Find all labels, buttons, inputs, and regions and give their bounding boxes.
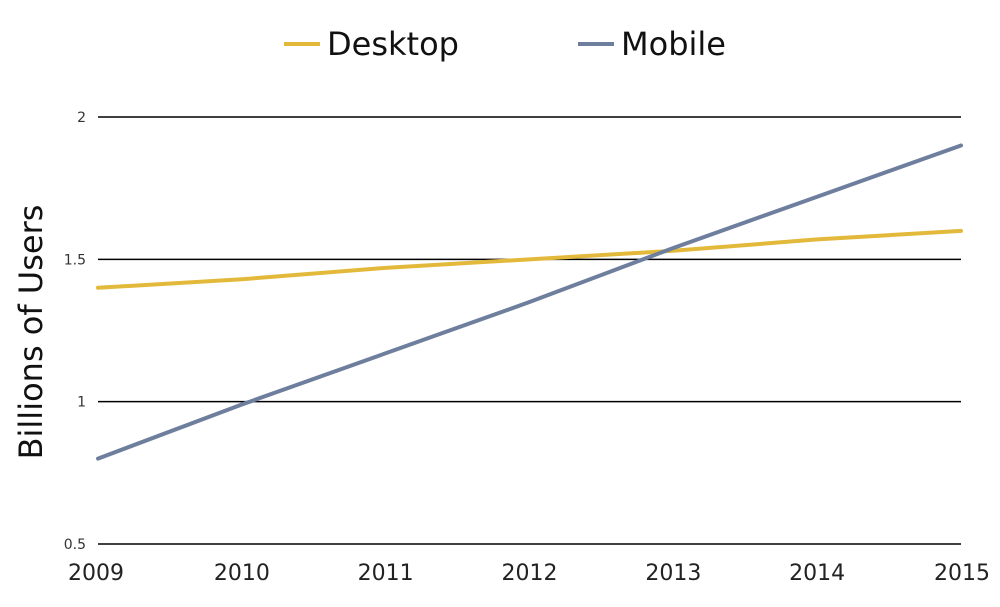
series-lines: [96, 143, 963, 461]
x-tick-label: 2011: [358, 561, 414, 586]
legend-label-mobile: Mobile: [621, 25, 726, 63]
x-tick-label: 2015: [934, 561, 990, 586]
legend-label-desktop: Desktop: [327, 25, 459, 63]
x-tick-label: 2012: [502, 561, 558, 586]
y-tick-label: 1.5: [64, 252, 86, 268]
x-tick-label: 2013: [645, 561, 701, 586]
x-tick-label: 2014: [789, 561, 845, 586]
y-axis-ticks: 0.5 1 1.5 2: [64, 110, 86, 553]
y-axis-label: Billions of Users: [12, 205, 50, 460]
y-tick-label: 0.5: [64, 537, 86, 553]
x-axis-ticks: 2009 2010 2011 2012 2013 2014 2015: [68, 561, 990, 586]
legend: Desktop Mobile: [284, 25, 726, 63]
x-tick-label: 2009: [68, 561, 124, 586]
series-line-desktop: [96, 228, 963, 290]
y-tick-label: 1: [77, 395, 86, 411]
x-tick-label: 2010: [214, 561, 270, 586]
y-tick-label: 2: [77, 110, 86, 126]
grid-lines: [98, 116, 961, 545]
series-line-mobile: [96, 143, 963, 461]
